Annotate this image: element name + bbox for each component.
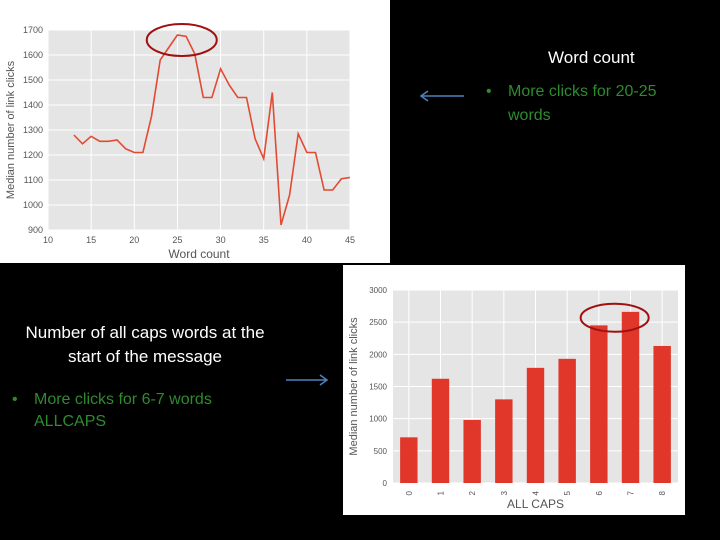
left-arrow-icon [419,90,464,102]
word-count-bullet: • More clicks for 20-25 words [486,80,696,128]
y-tick-label: 1500 [23,75,43,85]
bar [400,437,418,483]
x-tick-label: 45 [345,235,355,245]
y-tick-label: 1600 [23,50,43,60]
bar [463,419,481,483]
y-tick-label: 0 [383,479,388,488]
x-tick-label: 35 [259,235,269,245]
x-tick-label: 20 [129,235,139,245]
all-caps-heading: Number of all caps words at the start of… [25,323,265,366]
all-caps-bullet: • More clicks for 6-7 words ALLCAPS [12,389,282,433]
y-tick-label: 900 [28,225,43,235]
y-tick-label: 1200 [23,150,43,160]
y-tick-label: 500 [374,447,388,456]
series-line [73,34,351,226]
y-axis-label: Median number of link clicks [5,60,17,199]
x-tick-label: 5 [563,490,572,495]
word-count-line-chart: 10 15 20 25 30 35 40 45 900 1000 1100 1200 1300 1400 1… [5,23,355,261]
bar [526,367,545,483]
y-tick-label: 1100 [24,175,43,185]
word-count-bullet-text: More clicks for 20-25 words [508,83,657,124]
x-tick-label: 15 [86,235,96,245]
line-chart-panel: 10 15 20 25 30 35 40 45 900 1000 1100 1200 1300 1400 1… [0,0,390,263]
y-tick-label: 2000 [369,350,387,359]
bar-chart-panel: 0 500 1000 1500 2000 2500 3000 0 1 2 3 4 5 6 7 8 ALL CAP… [343,265,685,515]
y-tick-label: 1300 [23,125,43,135]
x-tick-label: 3 [500,490,509,495]
y-tick-label: 1000 [369,415,387,424]
x-tick-label: 0 [405,490,414,495]
bar [653,345,671,483]
y-tick-label: 1500 [369,383,387,392]
x-tick-label: 10 [43,235,53,245]
right-arrow-icon [286,374,329,386]
bullet-dot: • [12,391,18,408]
highlight-ellipse [145,23,218,57]
x-tick-label: 30 [216,235,226,245]
bar [558,358,576,483]
x-tick-label: 8 [658,490,667,495]
bar [431,378,450,483]
all-caps-bullet-text: More clicks for 6-7 words ALLCAPS [34,391,212,430]
x-tick-label: 2 [468,490,477,495]
x-tick-label: 7 [627,490,636,495]
x-axis-label: ALL CAPS [507,497,564,511]
word-count-heading: Word count [548,48,635,67]
y-tick-label: 3000 [369,286,387,295]
highlight-ellipse [579,302,650,333]
y-axis-label: Median number of link clicks [348,317,360,456]
y-tick-label: 2500 [369,318,387,327]
x-tick-label: 6 [595,490,604,495]
y-tick-label: 1000 [23,200,43,210]
all-caps-bar-chart: 0 500 1000 1500 2000 2500 3000 0 1 2 3 4 5 6 7 8 ALL CAP… [348,286,678,511]
y-tick-label: 1400 [23,100,43,110]
x-tick-label: 4 [532,490,541,495]
x-tick-label: 40 [302,235,312,245]
bar [590,325,608,483]
bar [495,399,513,483]
x-tick-label: 1 [437,490,446,495]
bullet-dot: • [486,83,492,100]
x-axis-label: Word count [168,247,230,261]
x-tick-label: 25 [172,235,182,245]
y-tick-label: 1700 [23,25,43,35]
bar [621,311,640,483]
